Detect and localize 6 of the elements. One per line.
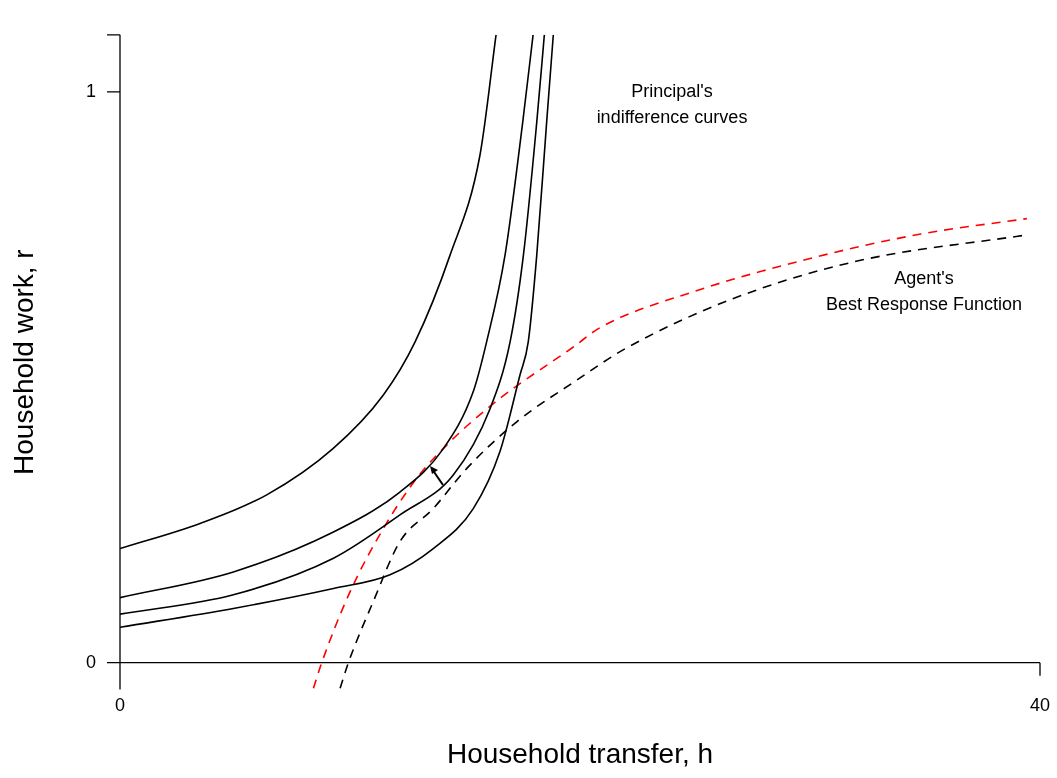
x-axis-title: Household transfer, h [446, 737, 714, 769]
y-axis-title: Household work, r [7, 249, 39, 475]
annotation: Principal's indifference curves [596, 80, 748, 129]
x-tick-label: 40 [1029, 695, 1051, 716]
y-tick-label: 1 [85, 80, 96, 101]
annotation: Agent's Best Response Function [825, 267, 1023, 316]
